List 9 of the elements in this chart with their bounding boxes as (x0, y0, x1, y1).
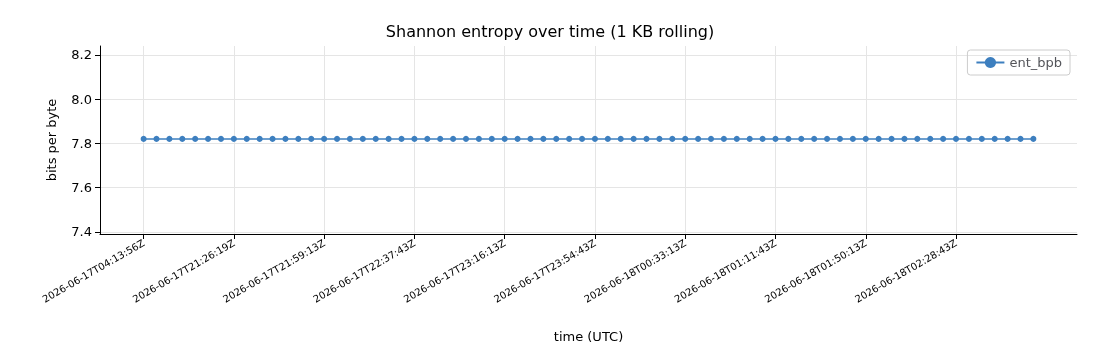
y-tick-label: 7.4 (71, 224, 92, 240)
y-tick-label: 8.2 (71, 47, 92, 63)
y-tick-label: 7.6 (71, 180, 92, 196)
x-axis-title: time (UTC) (553, 329, 624, 344)
legend-label: ent_bpb (1009, 55, 1062, 70)
chart-title: Shannon entropy over time (1 KB rolling) (385, 21, 715, 41)
y-tick-label: 7.8 (71, 135, 92, 151)
y-axis-title: bits per byte (44, 98, 59, 182)
y-tick-label: 8.0 (71, 91, 92, 107)
